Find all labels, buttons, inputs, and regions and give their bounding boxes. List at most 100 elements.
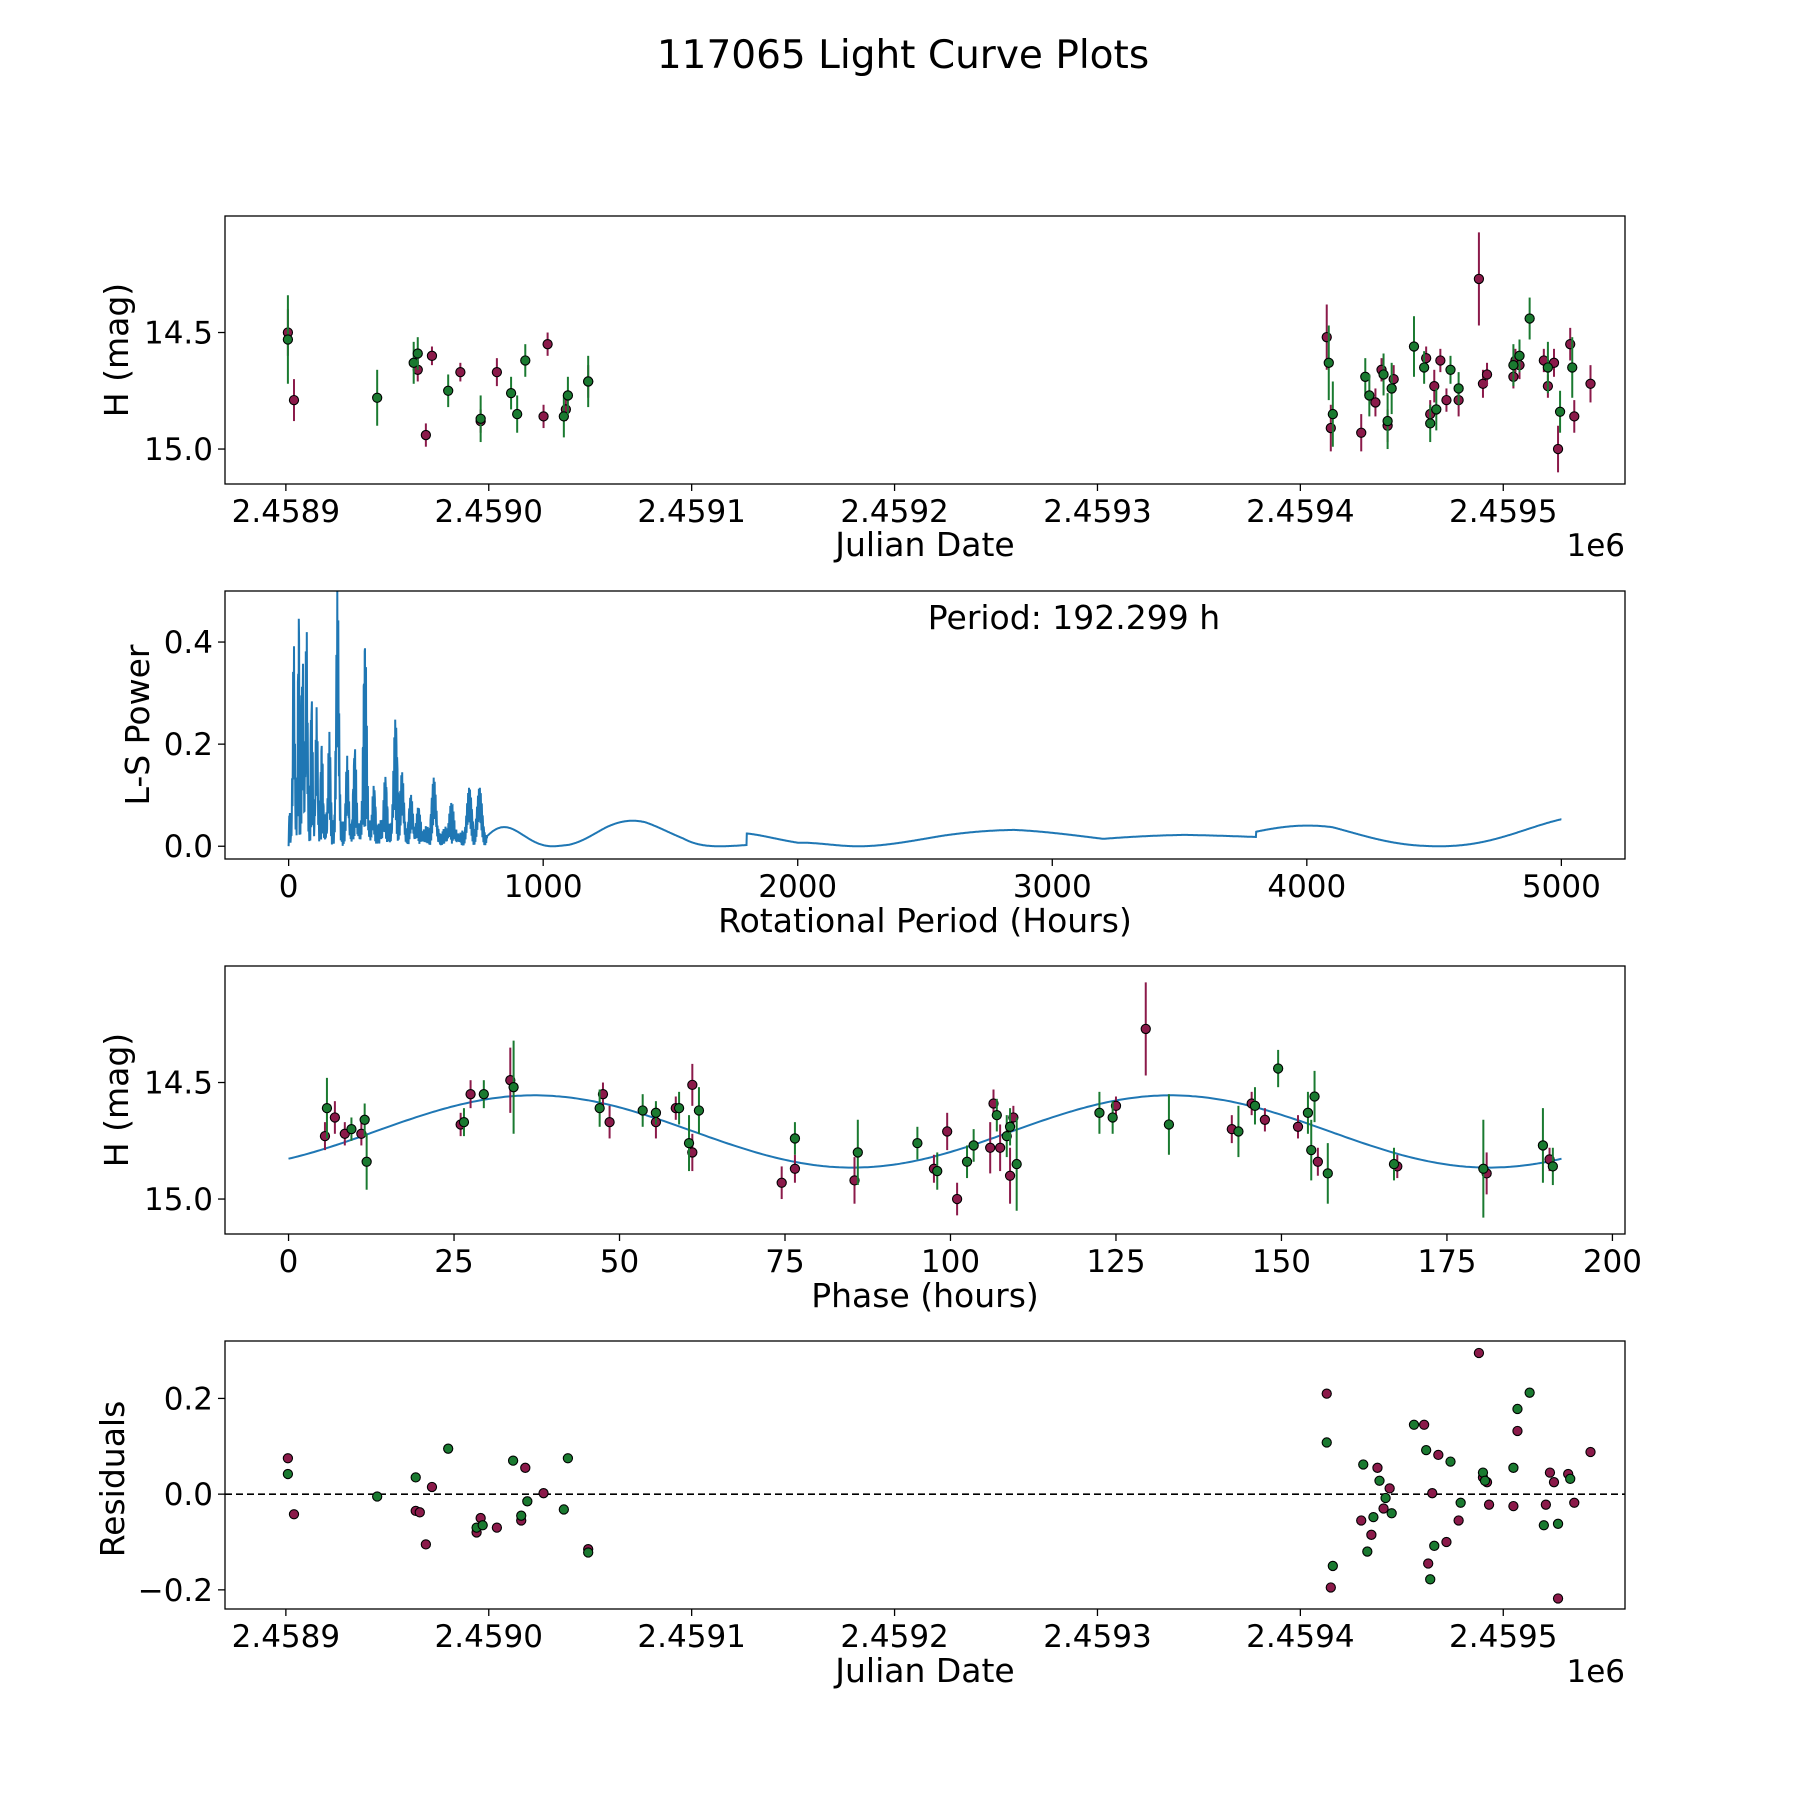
data-point [1011, 1158, 1022, 1170]
data-point [1272, 1063, 1284, 1074]
data-point [538, 411, 549, 422]
residuals-axes: 2.4589 2.4590 2.4591 2.4592 2.4593 2.4594 2.45… [138, 1381, 1558, 1655]
y-tick-label: −0.2 [138, 1573, 213, 1609]
data-point [1292, 1121, 1304, 1132]
data-point [1453, 383, 1464, 394]
data-point [776, 1177, 787, 1188]
data-point [1322, 1168, 1333, 1179]
x-tick-label: 100 [921, 1244, 980, 1280]
y-tick-label: 15.0 [144, 1182, 213, 1218]
data-point [507, 1455, 519, 1466]
data-point [1364, 390, 1375, 401]
period-annotation: Period: 192.299 h [928, 598, 1220, 637]
data-point [1481, 369, 1493, 380]
data-point [1380, 1492, 1391, 1504]
data-point [1259, 1114, 1271, 1125]
data-point [852, 1147, 863, 1158]
data-point [282, 1453, 294, 1464]
periodogram-ylabel: L-S Power [118, 644, 157, 805]
data-point [1374, 1475, 1385, 1486]
data-point [478, 1089, 489, 1100]
x-tick-label: 75 [765, 1244, 804, 1280]
data-point [1508, 359, 1519, 371]
data-point [968, 1140, 979, 1151]
x-tick-label: 2.4595 [1449, 494, 1557, 530]
data-point [1378, 369, 1389, 380]
data-point [1408, 341, 1420, 352]
data-point [346, 1123, 357, 1135]
data-point [1514, 350, 1525, 361]
data-point [1552, 1518, 1564, 1529]
data-point [443, 385, 454, 396]
data-point [542, 339, 553, 350]
data-point [465, 1089, 476, 1100]
residuals-xlabel: Julian Date [833, 1651, 1015, 1690]
data-point [1512, 1425, 1523, 1437]
data-point [410, 1472, 421, 1483]
data-point [475, 413, 486, 424]
data-point [1552, 1593, 1564, 1604]
data-point [1321, 332, 1332, 343]
x-tick-label: 1000 [504, 869, 583, 905]
data-point [1569, 411, 1580, 422]
data-point [1508, 1462, 1519, 1473]
x-tick-label: 3000 [1013, 869, 1092, 905]
data-point [1384, 1483, 1395, 1494]
data-point [1547, 1161, 1558, 1172]
data-point [1524, 313, 1535, 324]
y-tick-label: 0.0 [164, 829, 213, 865]
data-point [562, 1453, 574, 1464]
data-point [359, 1114, 370, 1125]
phased-xlabel: Phase (hours) [811, 1276, 1039, 1315]
data-point [1107, 1112, 1118, 1123]
data-point [1425, 418, 1436, 429]
data-point [1302, 1107, 1314, 1118]
phased-panel: 0 25 50 75 100 125 150 175 200 15.0 14.5 Phase (ho… [97, 965, 1642, 1315]
data-point [1441, 394, 1452, 406]
data-point [1421, 353, 1432, 364]
data-point [1358, 1459, 1369, 1470]
residuals-ylabel: Residuals [93, 1401, 132, 1558]
data-point [282, 334, 294, 345]
data-point [988, 1098, 999, 1109]
x-tick-label: 2.4592 [840, 494, 948, 530]
data-point [361, 1156, 372, 1167]
data-point [1388, 373, 1399, 385]
data-point [637, 1105, 648, 1116]
data-point [520, 355, 531, 366]
phased-frame [224, 965, 1626, 1235]
data-point [604, 1116, 615, 1128]
data-point [1368, 1511, 1379, 1523]
data-point [951, 1193, 963, 1205]
x-tick-label: 0 [279, 1244, 299, 1280]
residuals-panel: 2.4589 2.4590 2.4591 2.4592 2.4593 2.4594 2.45… [93, 1340, 1626, 1690]
data-point [1453, 1515, 1464, 1526]
data-point [1325, 1582, 1336, 1593]
data-point [1418, 1419, 1430, 1430]
data-point [443, 1443, 454, 1454]
x-tick-label: 2.4594 [1246, 494, 1354, 530]
data-point [1306, 1144, 1317, 1156]
data-point [849, 1175, 860, 1186]
data-point [673, 1103, 685, 1114]
data-point [1408, 1419, 1420, 1430]
data-point [1537, 1140, 1549, 1151]
data-point [1431, 404, 1442, 415]
light-curve-xlabel: Julian Date [833, 525, 1015, 564]
data-point [693, 1105, 705, 1116]
x-tick-label: 2.4595 [1449, 1619, 1557, 1655]
data-point [1445, 364, 1456, 375]
data-point [650, 1107, 662, 1118]
data-point [1552, 443, 1564, 455]
data-point [1327, 1560, 1338, 1572]
data-point [477, 1520, 488, 1531]
data-point [687, 1147, 698, 1158]
data-point [1386, 1508, 1397, 1519]
x-tick-label: 25 [434, 1244, 473, 1280]
data-point [994, 1142, 1006, 1153]
x-tick-label: 2.4593 [1043, 494, 1151, 530]
data-point [1425, 1574, 1436, 1585]
data-point [458, 1116, 470, 1128]
data-point [412, 348, 423, 359]
residuals-plot-area [225, 1347, 1625, 1604]
